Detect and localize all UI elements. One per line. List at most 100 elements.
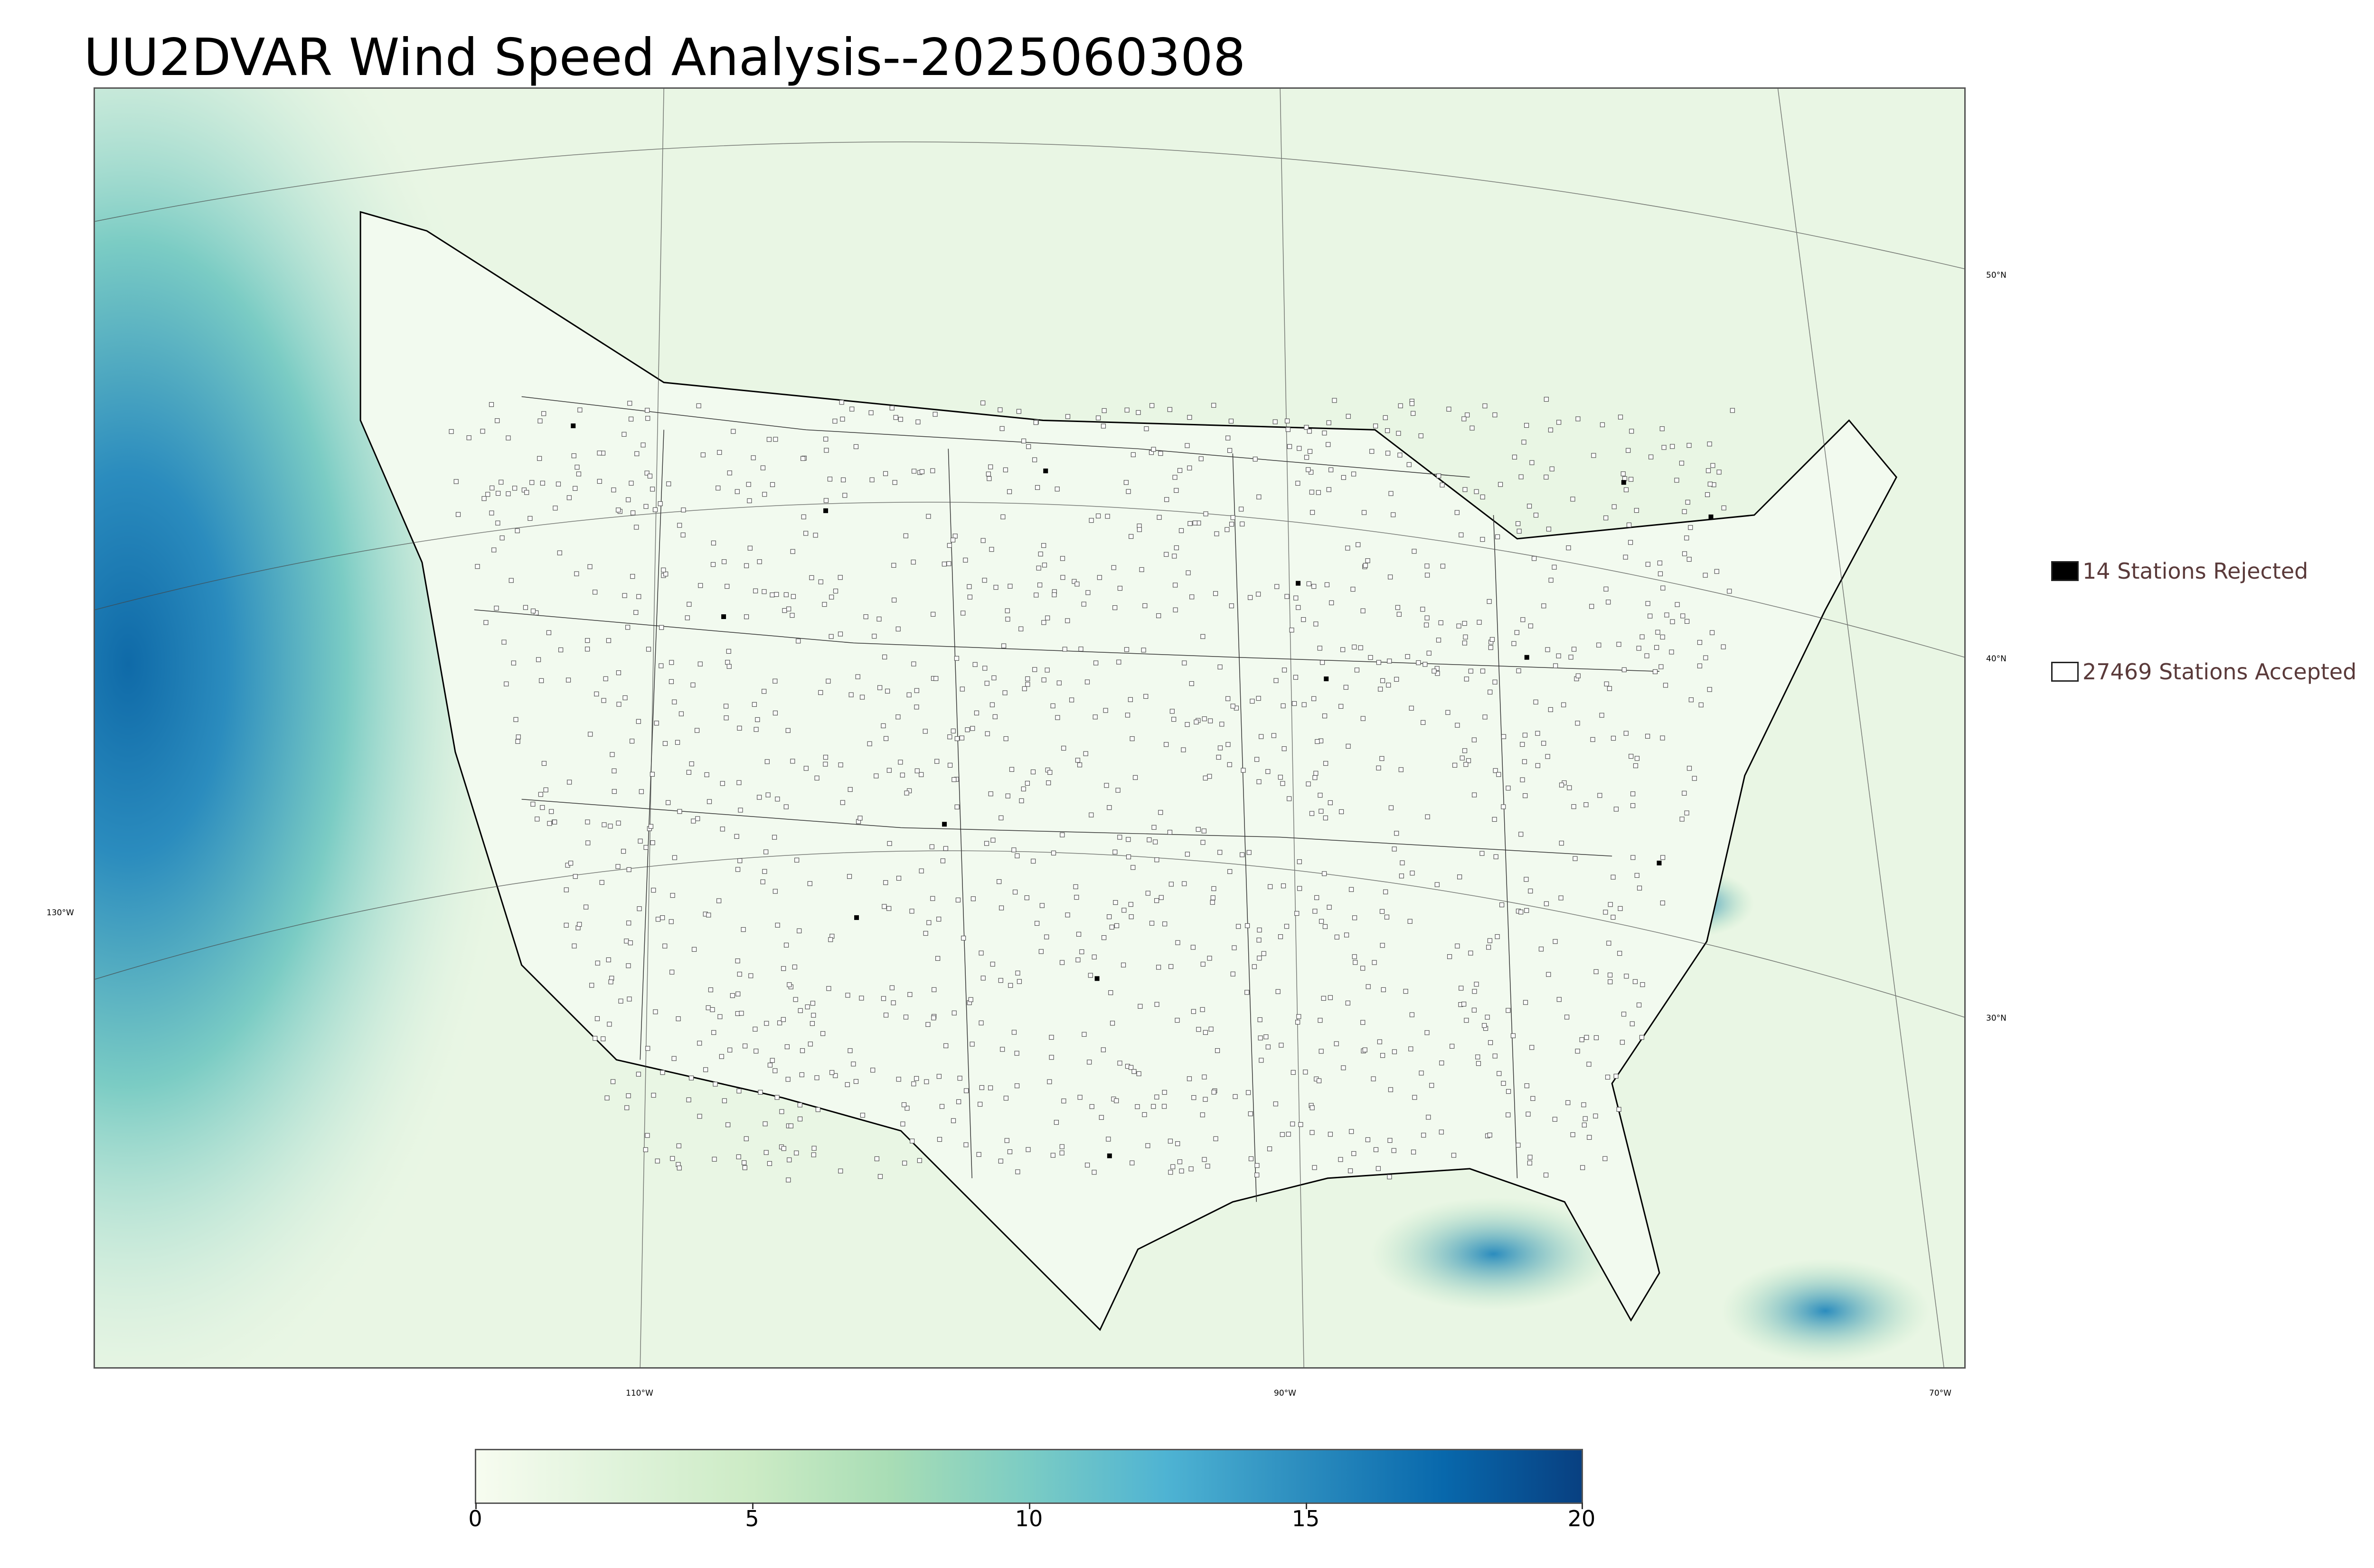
accepted-station-marker [672,855,678,860]
accepted-station-marker [616,507,621,513]
accepted-station-marker [1162,1089,1167,1095]
accepted-station-marker [506,491,511,497]
accepted-station-marker [896,1077,901,1082]
accepted-station-marker [999,426,1005,431]
accepted-station-marker [491,547,497,553]
wind-speed-map[interactable] [95,89,1964,1367]
accepted-station-marker [1321,995,1326,1001]
accepted-station-marker [747,498,752,503]
accepted-station-marker [1003,736,1008,742]
accepted-station-marker [1295,480,1300,486]
accepted-station-marker [751,455,756,460]
accepted-station-marker [936,917,942,922]
accepted-station-marker [1201,828,1206,834]
accepted-station-marker [911,469,917,474]
accepted-station-marker [1381,987,1386,992]
accepted-station-marker [1131,1069,1137,1074]
accepted-station-marker [1301,617,1306,622]
accepted-station-marker [485,492,490,497]
accepted-station-marker [658,501,663,507]
accepted-station-marker [1548,578,1554,583]
accepted-station-marker [1338,1157,1343,1162]
accepted-station-marker [1001,643,1007,648]
accepted-station-marker [1440,482,1445,488]
accepted-station-marker [952,534,958,539]
accepted-station-marker [1115,788,1121,793]
accepted-station-marker [1457,874,1462,880]
accepted-station-marker [1630,803,1636,808]
accepted-station-marker [686,1097,691,1102]
accepted-station-marker [691,818,696,824]
accepted-station-marker [1097,575,1102,580]
accepted-station-marker [1190,945,1196,950]
accepted-station-marker [1306,467,1311,472]
accepted-station-marker [1568,655,1573,660]
accepted-station-marker [774,592,779,597]
accepted-station-marker [1360,716,1366,721]
accepted-station-marker [1095,513,1101,518]
accepted-station-marker [1581,1102,1586,1108]
accepted-station-marker [1697,663,1703,668]
accepted-station-marker [1545,754,1550,759]
accepted-station-marker [881,996,886,1001]
accepted-station-marker [643,1147,648,1153]
accepted-station-marker [1334,1041,1339,1046]
accepted-station-marker [1480,494,1485,499]
accepted-station-marker [1319,660,1325,665]
accepted-station-marker [1032,457,1037,462]
accepted-station-marker [1411,1149,1416,1155]
accepted-station-marker [915,419,921,424]
lon-label-130w: 130°W [47,908,74,918]
accepted-station-marker [1049,1034,1054,1040]
accepted-station-marker [907,992,913,997]
accepted-station-marker [1586,1061,1592,1067]
accepted-station-marker [1407,919,1413,924]
rejected-stations-layer[interactable] [571,423,1714,1158]
accepted-station-marker [726,664,732,669]
accepted-station-marker [1185,722,1190,727]
accepted-station-marker [455,512,461,517]
accepted-station-marker [1268,884,1273,889]
accepted-station-marker [1439,1129,1444,1135]
accepted-station-marker [1545,647,1550,652]
accepted-station-marker [1227,869,1233,874]
accepted-station-marker [1322,924,1328,929]
accepted-station-marker [1158,810,1163,815]
accepted-station-marker [1347,1168,1353,1174]
accepted-station-marker [790,613,795,618]
accepted-station-marker [1541,741,1546,746]
accepted-station-marker [1318,1018,1323,1023]
accepted-station-marker [453,479,459,484]
accepted-station-marker [1309,469,1314,475]
accepted-station-marker [1128,901,1133,907]
accepted-station-marker [1296,605,1301,610]
accepted-station-marker [1008,983,1013,988]
accepted-station-marker [1497,1071,1502,1076]
accepted-station-marker [1280,1132,1285,1137]
accepted-station-marker [1060,832,1065,837]
accepted-station-marker [1599,713,1604,718]
accepted-station-marker [931,1015,936,1021]
colorbar-label-20: 20 [1567,1506,1596,1531]
accepted-station-marker [1328,995,1333,1000]
accepted-station-marker [910,1138,915,1144]
accepted-station-marker [588,732,593,737]
accepted-station-marker [711,1030,716,1035]
accepted-station-marker [1039,903,1045,908]
accepted-station-marker [796,638,801,644]
map-panel[interactable] [94,87,1966,1369]
accepted-station-marker [1348,887,1354,892]
accepted-station-marker [1471,737,1477,742]
accepted-station-marker [787,982,792,987]
legend-accepted: 27469 Stations Accepted [2051,659,2356,685]
accepted-station-marker [1065,912,1070,918]
accepted-station-marker [1707,481,1713,487]
accepted-station-marker [1474,982,1479,987]
accepted-station-marker [753,588,758,593]
accepted-station-marker [1000,514,1006,519]
accepted-station-marker [1488,689,1493,695]
accepted-station-marker [985,731,990,736]
accepted-station-marker [901,1102,907,1108]
accepted-stations-layer[interactable] [449,396,1735,1183]
accepted-station-marker [1011,1030,1017,1035]
